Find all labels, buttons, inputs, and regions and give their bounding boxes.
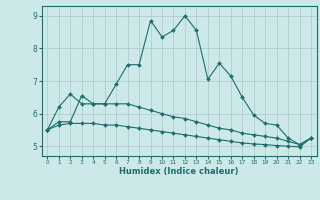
X-axis label: Humidex (Indice chaleur): Humidex (Indice chaleur) bbox=[119, 167, 239, 176]
